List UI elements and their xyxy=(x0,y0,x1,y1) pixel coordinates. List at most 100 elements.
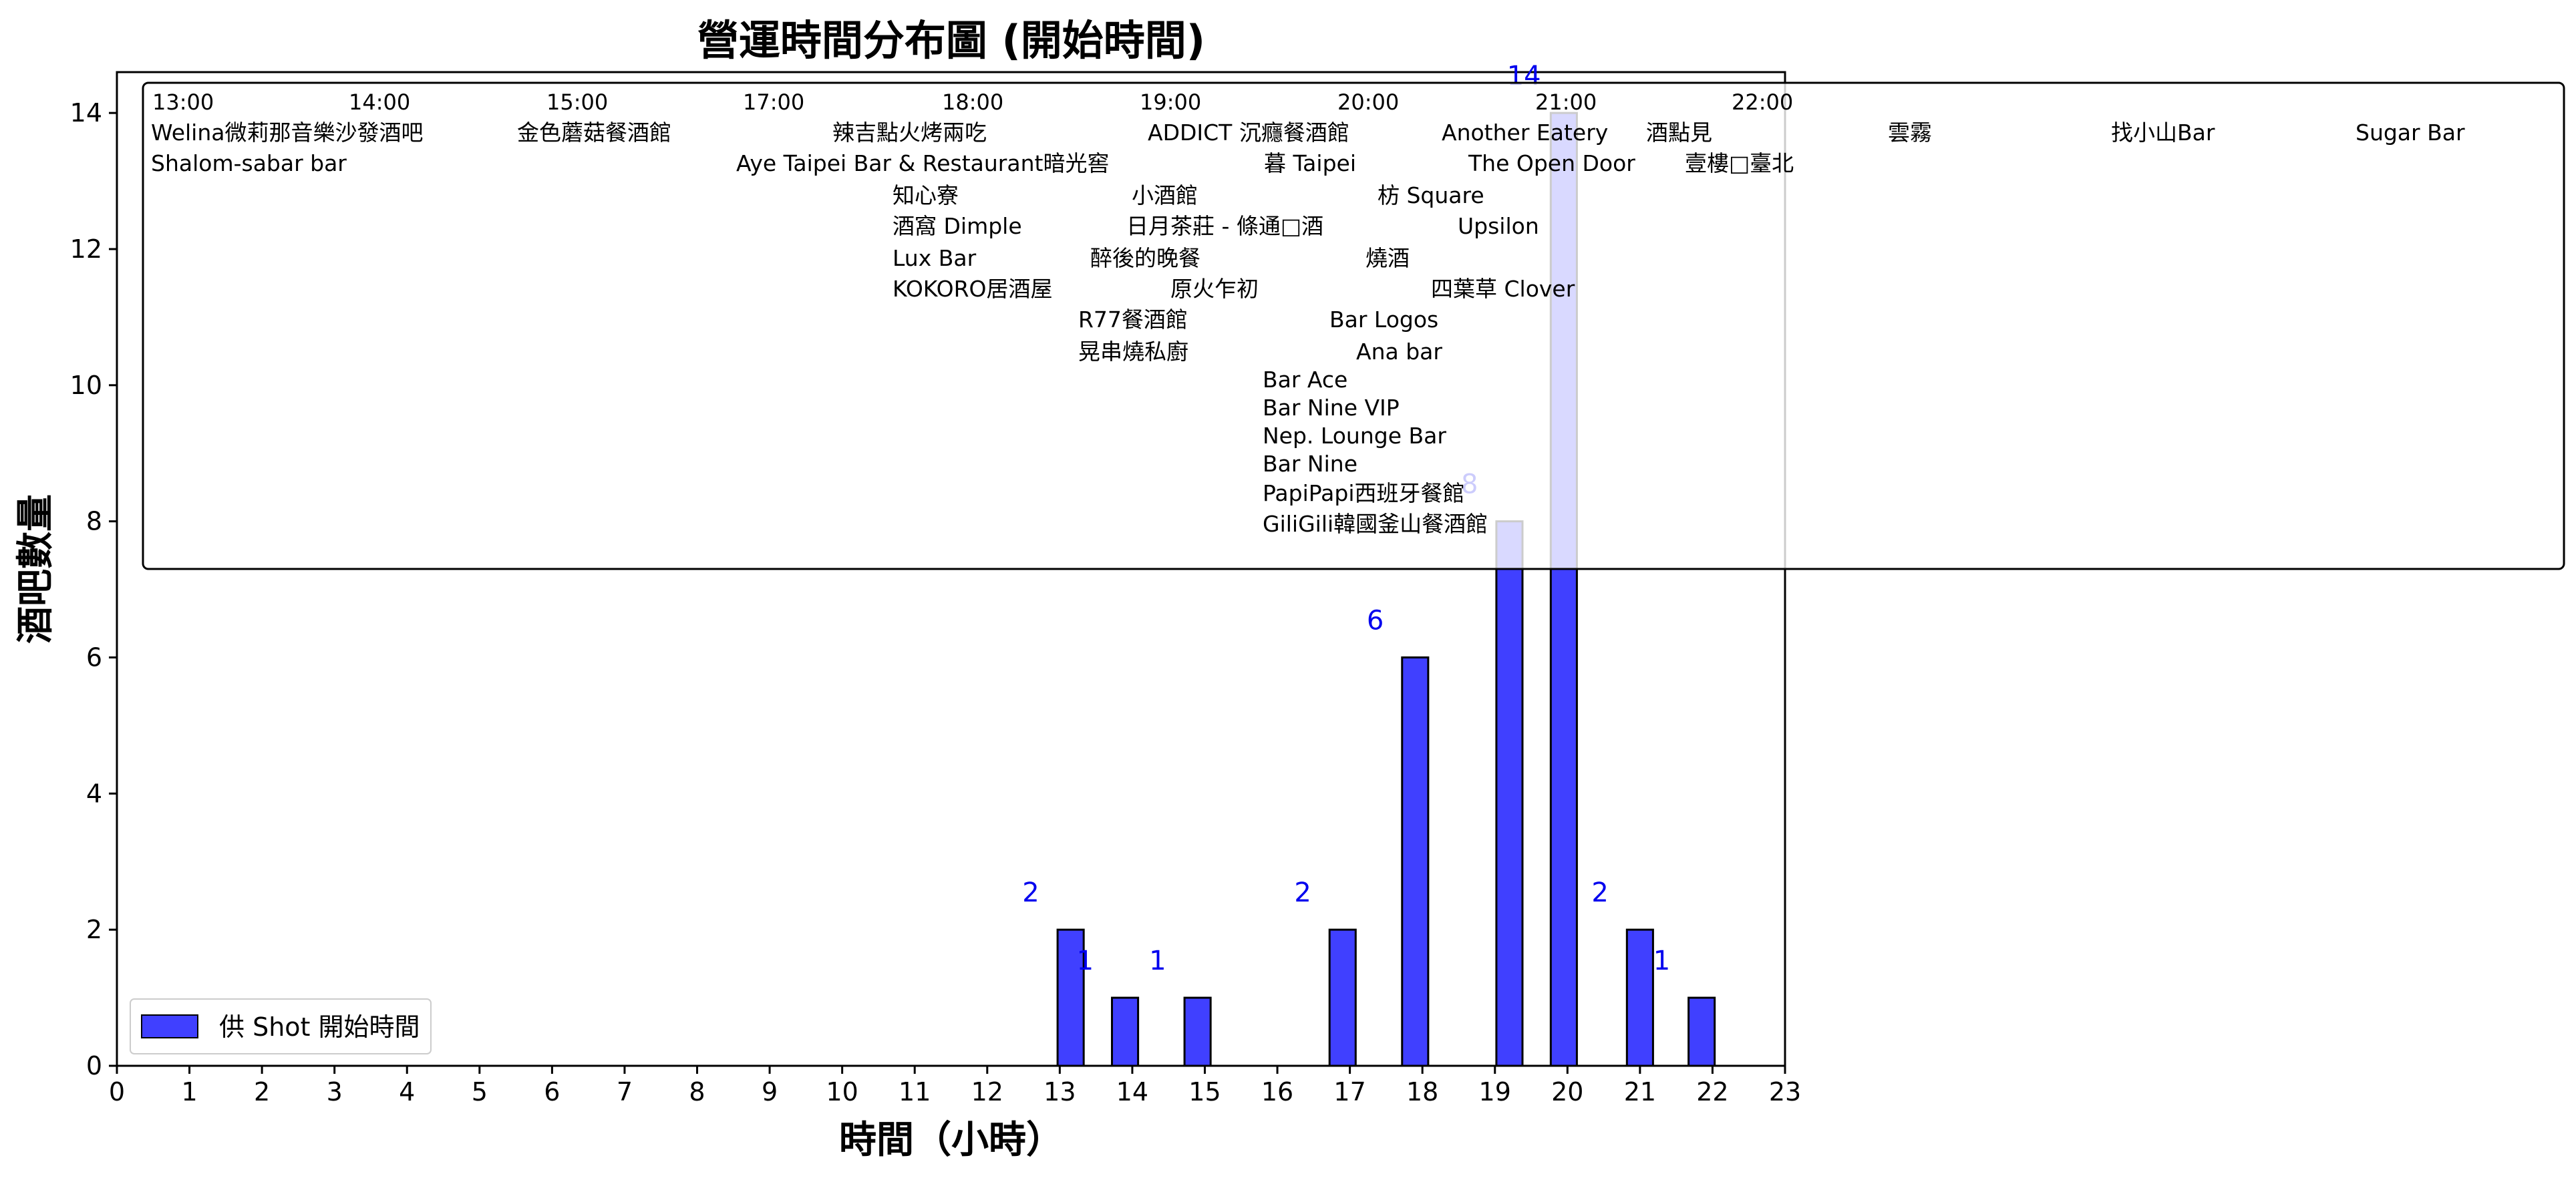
x-tick-label: 14 xyxy=(1116,1077,1148,1107)
x-tick-label: 20 xyxy=(1551,1077,1583,1107)
annotation-bar-name: ADDICT 沉癮餐酒館 xyxy=(1148,120,1349,146)
annotation-bar-name: 枋 Square xyxy=(1378,182,1484,208)
x-tick-label: 4 xyxy=(399,1077,415,1107)
x-tick-label: 2 xyxy=(254,1077,270,1107)
x-tick-label: 3 xyxy=(327,1077,343,1107)
x-tick-label: 23 xyxy=(1769,1077,1801,1107)
legend: 供 Shot 開始時間 xyxy=(130,998,432,1054)
annotation-bar-name: Upsilon xyxy=(1458,213,1539,239)
x-tick-label: 0 xyxy=(109,1077,125,1107)
annotation-bar-name: 日月茶莊 - 條通□酒 xyxy=(1126,213,1323,239)
x-tick-label: 7 xyxy=(617,1077,633,1107)
x-tick-label: 10 xyxy=(826,1077,858,1107)
annotation-bar-name: 燒酒 xyxy=(1365,245,1410,271)
annotation-bar-name: 晃串燒私廚 xyxy=(1078,339,1188,365)
x-tick-label: 8 xyxy=(689,1077,705,1107)
annotation-bar-name: Nep. Lounge Bar xyxy=(1263,423,1446,449)
annotation-box: 13:00 14:00 15:00 17:00 18:00 19:00 20:00 21:00… xyxy=(142,81,2565,570)
annotation-bar-name: Bar Nine xyxy=(1263,451,1357,477)
annotation-time: 19:00 xyxy=(1140,89,1201,115)
annotation-bar-name: Shalom-sabar bar xyxy=(151,150,347,176)
annotation-time: 13:00 xyxy=(152,89,214,115)
annotation-bar-name: 壹樓□臺北 xyxy=(1685,150,1794,176)
x-tick-label: 17 xyxy=(1333,1077,1365,1107)
annotation-bar-name: 四葉草 Clover xyxy=(1431,276,1575,302)
y-tick-label: 10 xyxy=(70,371,102,400)
y-ticks: 0 2 4 6 8 10 12 14 xyxy=(70,98,117,1080)
x-tick-label: 5 xyxy=(472,1077,488,1107)
bar xyxy=(1495,520,1524,1067)
annotation-bar-name: 酒窩 Dimple xyxy=(893,213,1022,239)
annotation-bar-name: Welina微莉那音樂沙發酒吧 xyxy=(151,120,423,146)
annotation-time: 22:00 xyxy=(1732,89,1793,115)
annotation-bar-name: Bar Ace xyxy=(1263,367,1347,393)
annotation-time: 14:00 xyxy=(349,89,410,115)
annotation-names: Welina微莉那音樂沙發酒吧 金色蘑菇餐酒館 辣吉點火烤兩吃 ADDICT 沉癮餐酒… xyxy=(151,120,2465,537)
y-tick-label: 2 xyxy=(86,915,102,944)
annotation-bar-name: 醉後的晚餐 xyxy=(1090,245,1200,271)
annotation-bar-name: Ana bar xyxy=(1356,339,1442,365)
bar-value-label: 2 xyxy=(1022,877,1039,908)
x-tick-label: 15 xyxy=(1188,1077,1221,1107)
annotation-bar-name: 原火乍初 xyxy=(1170,276,1259,302)
annotation-times: 13:00 14:00 15:00 17:00 18:00 19:00 20:00 21:00… xyxy=(152,89,1793,115)
bar-value-label: 2 xyxy=(1294,877,1311,908)
bar xyxy=(1328,928,1357,1067)
annotation-bar-name: Bar Logos xyxy=(1329,307,1438,333)
y-tick-label: 6 xyxy=(86,642,102,672)
x-tick-label: 21 xyxy=(1624,1077,1656,1107)
y-tick-label: 12 xyxy=(70,234,102,264)
bar-value-label: 1 xyxy=(1077,946,1094,976)
x-tick-label: 13 xyxy=(1043,1077,1076,1107)
x-tick-label: 18 xyxy=(1406,1077,1438,1107)
legend-swatch xyxy=(141,1014,198,1038)
annotation-time: 15:00 xyxy=(546,89,608,115)
annotation-bar-name: 酒點見 xyxy=(1646,120,1712,146)
y-tick-label: 14 xyxy=(70,98,102,128)
annotation-bar-name: Aye Taipei Bar & Restaurant暗光窖 xyxy=(736,150,1109,176)
bar-value-label: 6 xyxy=(1367,605,1384,636)
x-ticks: 0 1 2 3 4 5 6 7 8 9 10 11 12 13 14 15 16 17 18 19 20 21 22 23 xyxy=(109,1066,1801,1107)
bar xyxy=(1183,996,1212,1067)
x-tick-label: 9 xyxy=(762,1077,778,1107)
y-tick-label: 0 xyxy=(86,1051,102,1080)
annotation-bar-name: KOKORO居酒屋 xyxy=(893,276,1053,302)
x-tick-label: 22 xyxy=(1696,1077,1728,1107)
bar-value-label: 1 xyxy=(1149,946,1166,976)
bar xyxy=(1401,656,1430,1067)
x-tick-label: 6 xyxy=(544,1077,560,1107)
y-axis-title: 酒吧數量 xyxy=(14,494,57,644)
annotation-bar-name: 知心寮 xyxy=(893,182,959,208)
annotation-bar-name: R77餐酒館 xyxy=(1078,307,1188,333)
annotation-bar-name: Another Eatery xyxy=(1442,120,1608,146)
chart-title: 營運時間分布圖 (開始時間) xyxy=(697,16,1205,65)
bar xyxy=(1111,996,1140,1067)
annotation-bar-name: 小酒館 xyxy=(1132,182,1198,208)
x-tick-label: 11 xyxy=(899,1077,931,1107)
annotation-bar-name: PapiPapi西班牙餐館 xyxy=(1263,480,1465,506)
annotation-bar-name: 雲霧 xyxy=(1888,120,1932,146)
annotation-bar-name: 辣吉點火烤兩吃 xyxy=(832,120,987,146)
annotation-bar-name: 金色蘑菇餐酒館 xyxy=(517,120,671,146)
legend-box xyxy=(130,998,432,1054)
annotation-time: 18:00 xyxy=(942,89,1003,115)
y-tick-label: 8 xyxy=(86,507,102,536)
x-tick-label: 19 xyxy=(1479,1077,1511,1107)
bar-value-label: 2 xyxy=(1591,877,1608,908)
annotation-bar-name: The Open Door xyxy=(1468,150,1635,176)
x-tick-label: 16 xyxy=(1261,1077,1293,1107)
annotation-bar-name: Sugar Bar xyxy=(2356,120,2465,146)
x-tick-label: 12 xyxy=(971,1077,1003,1107)
annotation-bar-name: 找小山Bar xyxy=(2111,120,2215,146)
bar xyxy=(1625,928,1654,1067)
annotation-bar-name: Bar Nine VIP xyxy=(1263,395,1400,421)
annotation-bar-name: Lux Bar xyxy=(893,245,977,271)
annotation-frame xyxy=(142,81,2565,570)
annotation-time: 21:00 xyxy=(1535,89,1597,115)
annotation-time: 20:00 xyxy=(1337,89,1399,115)
y-tick-label: 4 xyxy=(86,779,102,808)
bar-value-label: 1 xyxy=(1653,946,1670,976)
x-tick-label: 1 xyxy=(181,1077,197,1107)
